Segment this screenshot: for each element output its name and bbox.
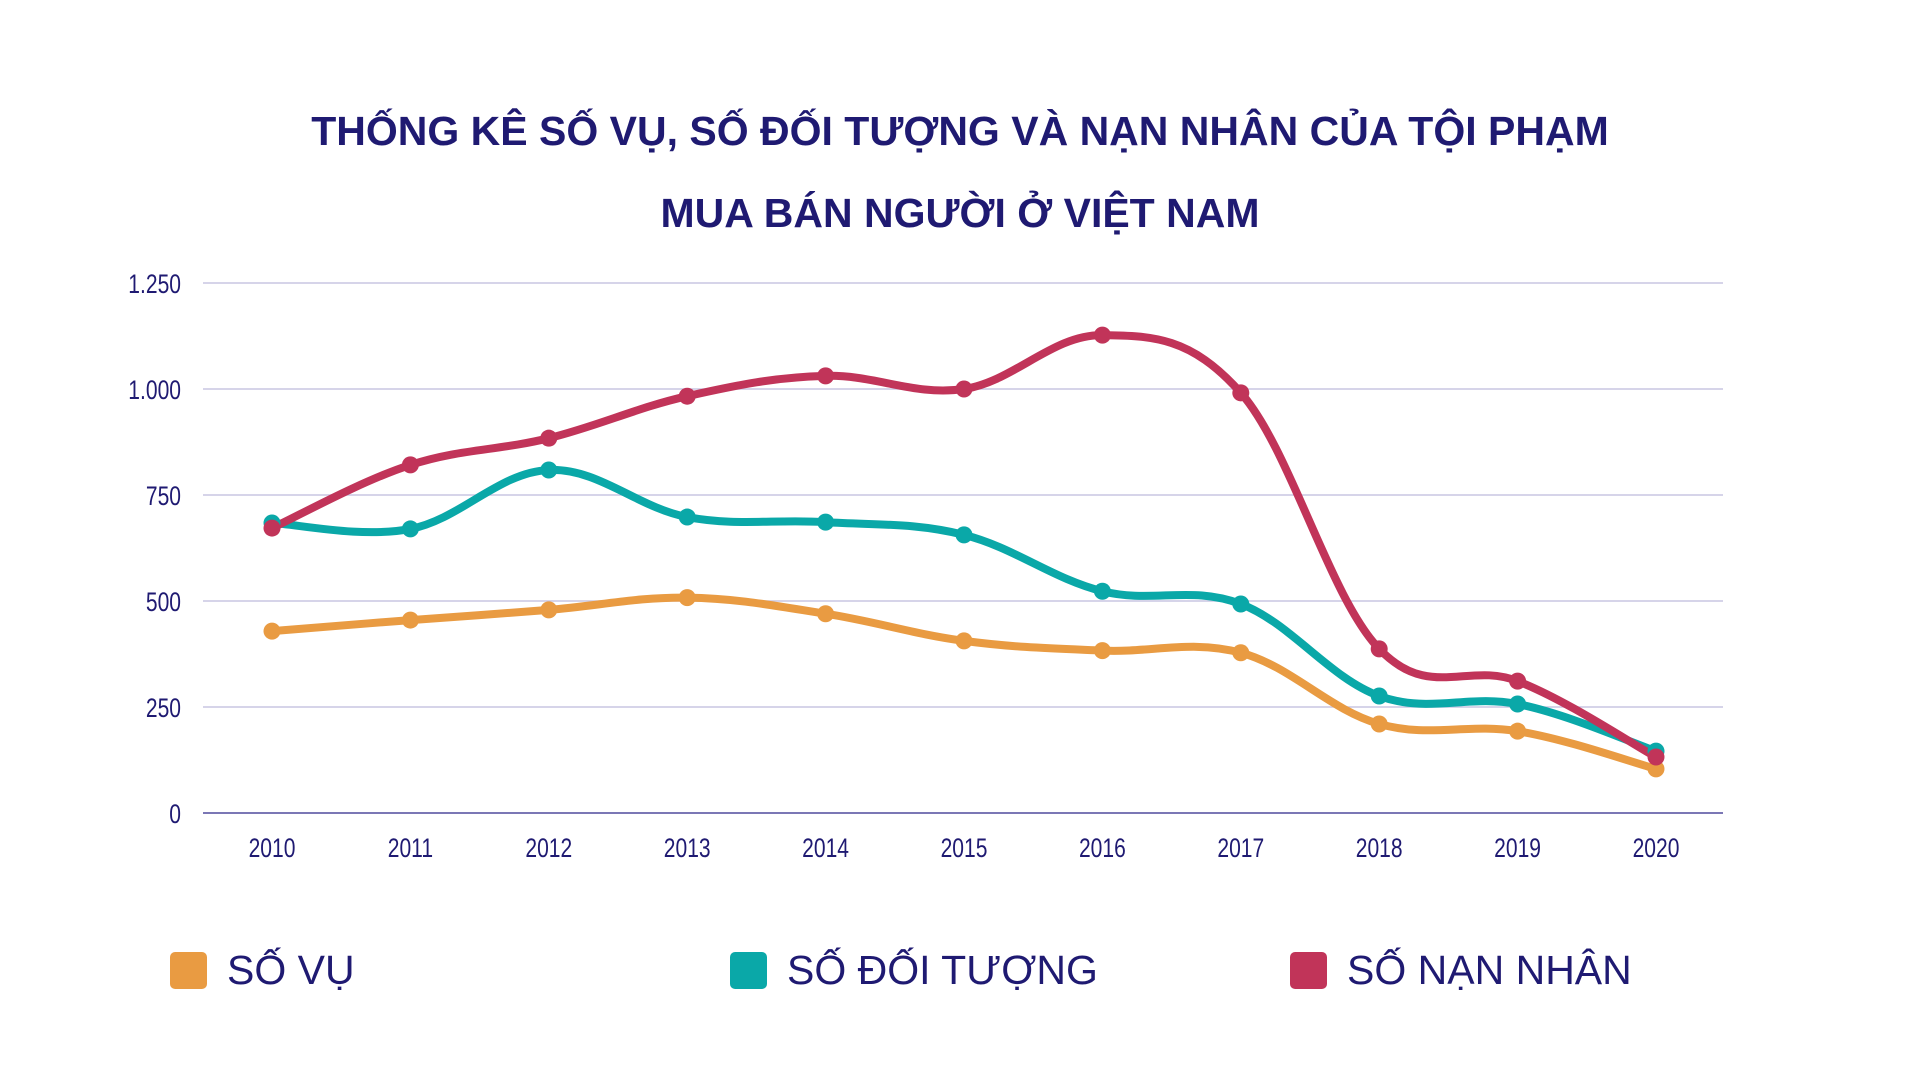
gridlines: [203, 282, 1723, 814]
series-lines: [268, 331, 1660, 773]
data-point-so-doi-tuong-2014: [817, 513, 835, 531]
data-point-so-doi-tuong-2018: [1370, 687, 1388, 705]
data-point-so-nan-nhan-2019: [1509, 672, 1527, 690]
data-point-so-vu-2015: [955, 632, 973, 650]
data-point-so-vu-2019: [1509, 722, 1527, 740]
data-point-so-nan-nhan-2010: [263, 519, 281, 537]
chart-title-line-1: THỐNG KÊ SỐ VỤ, SỐ ĐỐI TƯỢNG VÀ NẠN NHÂN…: [311, 108, 1609, 154]
legend-swatch-so-vu: [170, 951, 207, 989]
data-point-so-vu-2018: [1370, 715, 1388, 733]
x-tick-label: 2011: [388, 834, 433, 864]
y-tick-label: 1.000: [128, 376, 181, 406]
data-point-so-nan-nhan-2012: [540, 429, 558, 447]
y-tick-label: 750: [146, 482, 181, 512]
legend-swatch-so-nan-nhan: [1290, 951, 1327, 989]
x-tick-label: 2015: [941, 834, 988, 864]
legend-item-so-nan-nhan: SỐ NẠN NHÂN: [1290, 947, 1632, 993]
x-axis-ticks: 2010 2011 2012 2013 2014 2015 2016 2017 2018 2019…: [249, 834, 1680, 864]
data-point-so-nan-nhan-2013: [678, 387, 696, 405]
x-tick-label: 2018: [1356, 834, 1403, 864]
data-point-so-doi-tuong-2019: [1509, 695, 1527, 713]
data-point-so-doi-tuong-2016: [1093, 582, 1111, 600]
legend-swatch-so-doi-tuong: [730, 951, 767, 989]
data-point-so-nan-nhan-2014: [817, 367, 835, 385]
data-point-so-doi-tuong-2012: [540, 461, 558, 479]
series-line-so-nan-nhan: [268, 331, 1660, 762]
y-tick-label: 500: [146, 588, 181, 618]
data-point-so-nan-nhan-2016: [1093, 326, 1111, 344]
data-point-so-doi-tuong-2017: [1232, 595, 1250, 613]
data-point-so-nan-nhan-2011: [401, 456, 419, 474]
data-point-so-vu-2020: [1647, 760, 1665, 778]
x-tick-label: 2010: [249, 834, 296, 864]
x-tick-label: 2014: [802, 834, 849, 864]
data-point-so-doi-tuong-2013: [678, 508, 696, 526]
legend-label-so-nan-nhan: SỐ NẠN NHÂN: [1347, 947, 1632, 993]
data-point-so-vu-2011: [401, 611, 419, 629]
data-point-so-nan-nhan-2017: [1232, 384, 1250, 402]
data-point-so-vu-2010: [263, 622, 281, 640]
data-point-so-vu-2016: [1093, 642, 1111, 660]
legend-label-so-doi-tuong: SỐ ĐỐI TƯỢNG: [787, 947, 1098, 993]
series-markers: [263, 326, 1665, 778]
legend-label-so-vu: SỐ VỤ: [227, 947, 355, 993]
data-point-so-nan-nhan-2015: [955, 380, 973, 398]
data-point-so-doi-tuong-2015: [955, 526, 973, 544]
x-tick-label: 2019: [1494, 834, 1541, 864]
legend: SỐ VỤ SỐ ĐỐI TƯỢNG SỐ NẠN NHÂN: [0, 950, 1920, 1000]
data-point-so-nan-nhan-2018: [1370, 640, 1388, 658]
legend-item-so-doi-tuong: SỐ ĐỐI TƯỢNG: [730, 947, 1098, 993]
y-axis-ticks: 0 250 500 750 1.000 1.250: [128, 270, 181, 830]
data-point-so-vu-2014: [817, 605, 835, 623]
data-point-so-vu-2012: [540, 601, 558, 619]
data-point-so-nan-nhan-2020: [1647, 748, 1665, 766]
series-line-so-vu: [268, 593, 1660, 773]
legend-item-so-vu: SỐ VỤ: [170, 947, 355, 993]
data-point-so-doi-tuong-2011: [401, 520, 419, 538]
y-tick-label: 0: [169, 800, 181, 830]
x-tick-label: 2012: [525, 834, 572, 864]
x-tick-label: 2016: [1079, 834, 1126, 864]
series-line-so-doi-tuong: [268, 465, 1660, 756]
x-tick-label: 2013: [664, 834, 711, 864]
data-point-so-vu-2013: [678, 589, 696, 607]
x-tick-label: 2017: [1217, 834, 1264, 864]
chart-title-line-2: MUA BÁN NGƯỜI Ở VIỆT NAM: [660, 190, 1260, 236]
y-tick-label: 250: [146, 694, 181, 724]
x-tick-label: 2020: [1633, 834, 1680, 864]
data-point-so-vu-2017: [1232, 644, 1250, 662]
y-tick-label: 1.250: [128, 270, 181, 300]
